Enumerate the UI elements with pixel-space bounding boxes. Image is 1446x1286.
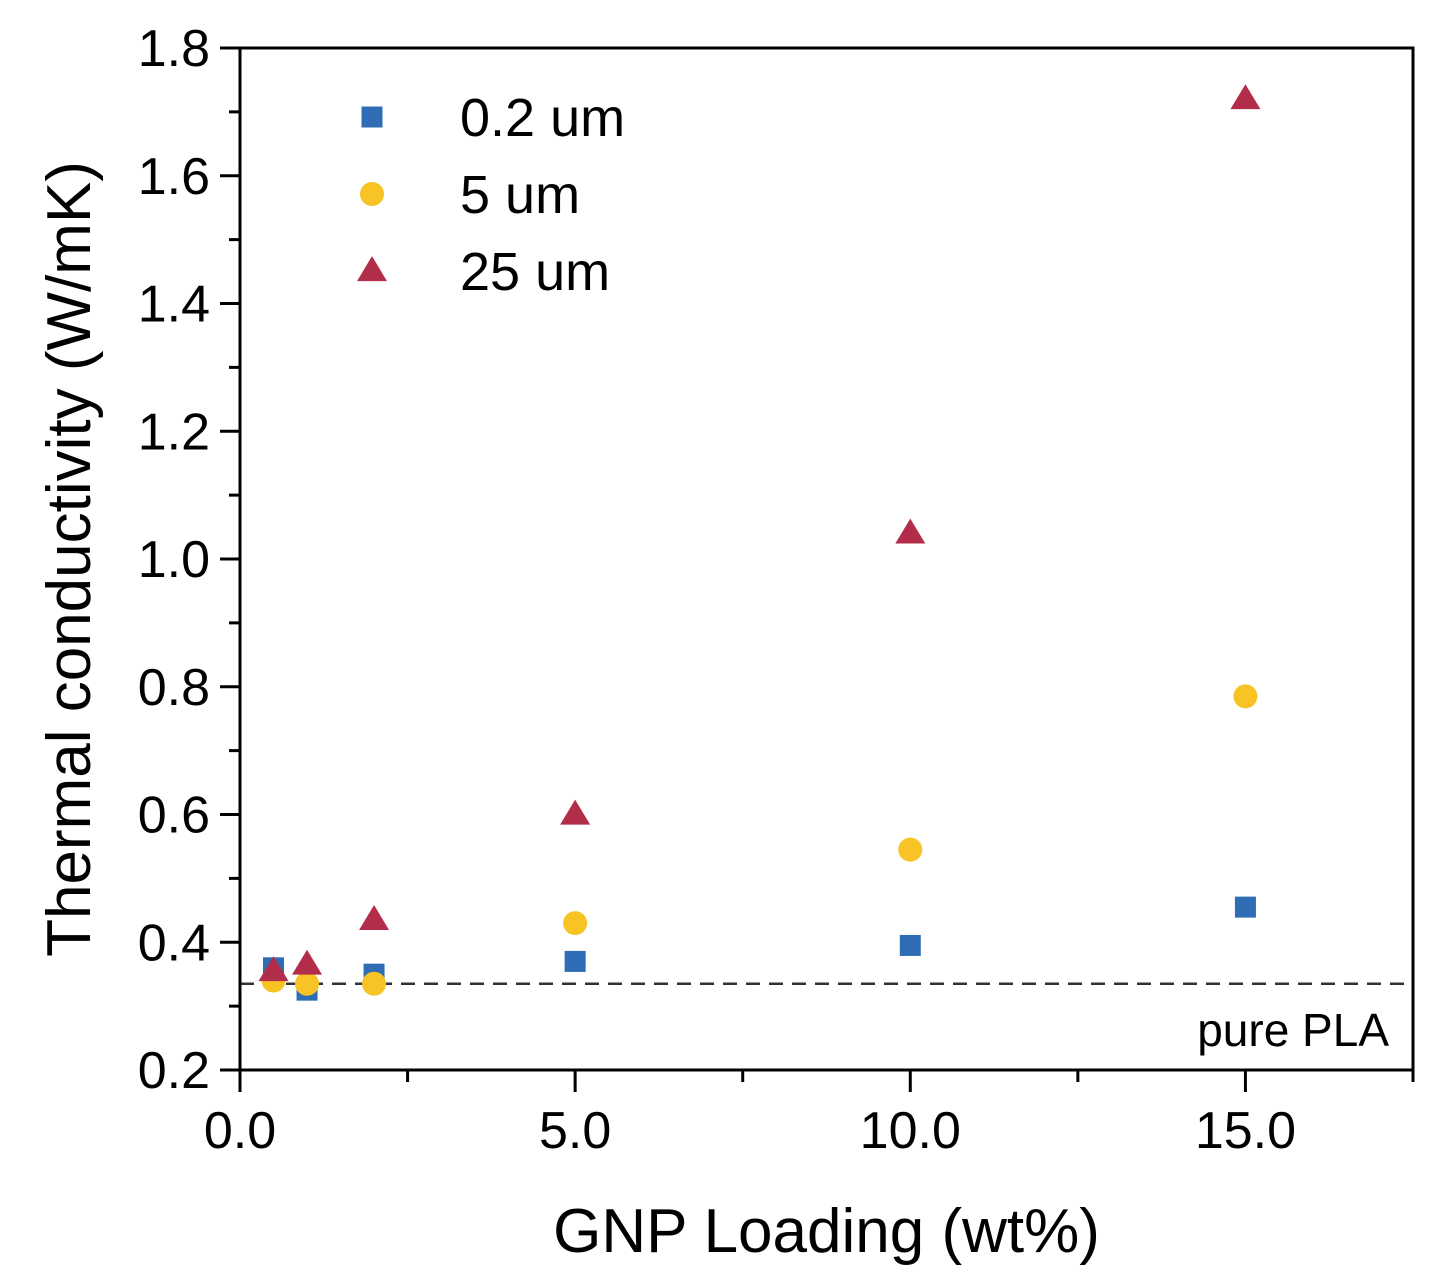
legend-marker-25-um (357, 256, 387, 282)
legend-label-0-2-um: 0.2 um (460, 88, 625, 148)
legend: 0.2 um 5 um 25 um (357, 88, 625, 302)
x-tick-label: 0.0 (204, 1102, 276, 1160)
labels-layer: 0.0 5.0 10.0 15.0 0.2 0.4 0.6 0.8 1.0 1.2 1.4 1.6 1.… (138, 20, 1296, 1160)
legend-marker-0-2-um (361, 106, 383, 128)
x-tick-label: 10.0 (860, 1102, 961, 1160)
point-0-2-um-5 (1234, 896, 1256, 918)
y-tick-label: 0.4 (138, 914, 210, 972)
plot-frame (238, 46, 1415, 1072)
pure-pla-label: pure PLA (1197, 1004, 1389, 1056)
x-tick-label: 5.0 (539, 1102, 611, 1160)
point-25-um-4 (895, 518, 926, 544)
x-tick-label: 15.0 (1195, 1102, 1296, 1160)
point-5-um-1 (295, 971, 320, 996)
point-5-um-4 (898, 837, 923, 862)
point-0-2-um-4 (899, 934, 921, 956)
point-25-um-1 (292, 949, 323, 975)
y-tick-label: 0.8 (138, 659, 210, 717)
y-tick-label: 1.0 (138, 531, 210, 589)
ticks-layer (220, 46, 1415, 1092)
y-tick-label: 0.6 (138, 787, 210, 845)
y-tick-label: 1.8 (138, 20, 210, 78)
y-axis-title: Thermal conductivity (W/mK) (35, 161, 104, 957)
point-5-um-3 (563, 911, 588, 936)
point-5-um-2 (362, 971, 387, 996)
x-axis-title: GNP Loading (wt%) (553, 1197, 1100, 1266)
y-tick-label: 0.2 (138, 1042, 210, 1100)
point-5-um-5 (1233, 684, 1258, 709)
legend-marker-5-um (360, 182, 384, 206)
legend-label-5-um: 5 um (460, 165, 580, 225)
point-25-um-0 (258, 956, 289, 982)
point-25-um-5 (1230, 84, 1261, 110)
y-tick-label: 1.2 (138, 403, 210, 461)
y-tick-label: 1.4 (138, 276, 210, 334)
legend-label-25-um: 25 um (460, 242, 610, 302)
point-0-2-um-3 (564, 950, 586, 972)
y-tick-label: 1.6 (138, 148, 210, 206)
point-25-um-3 (560, 799, 591, 825)
points-layer (258, 84, 1261, 1001)
point-25-um-2 (359, 905, 390, 930)
